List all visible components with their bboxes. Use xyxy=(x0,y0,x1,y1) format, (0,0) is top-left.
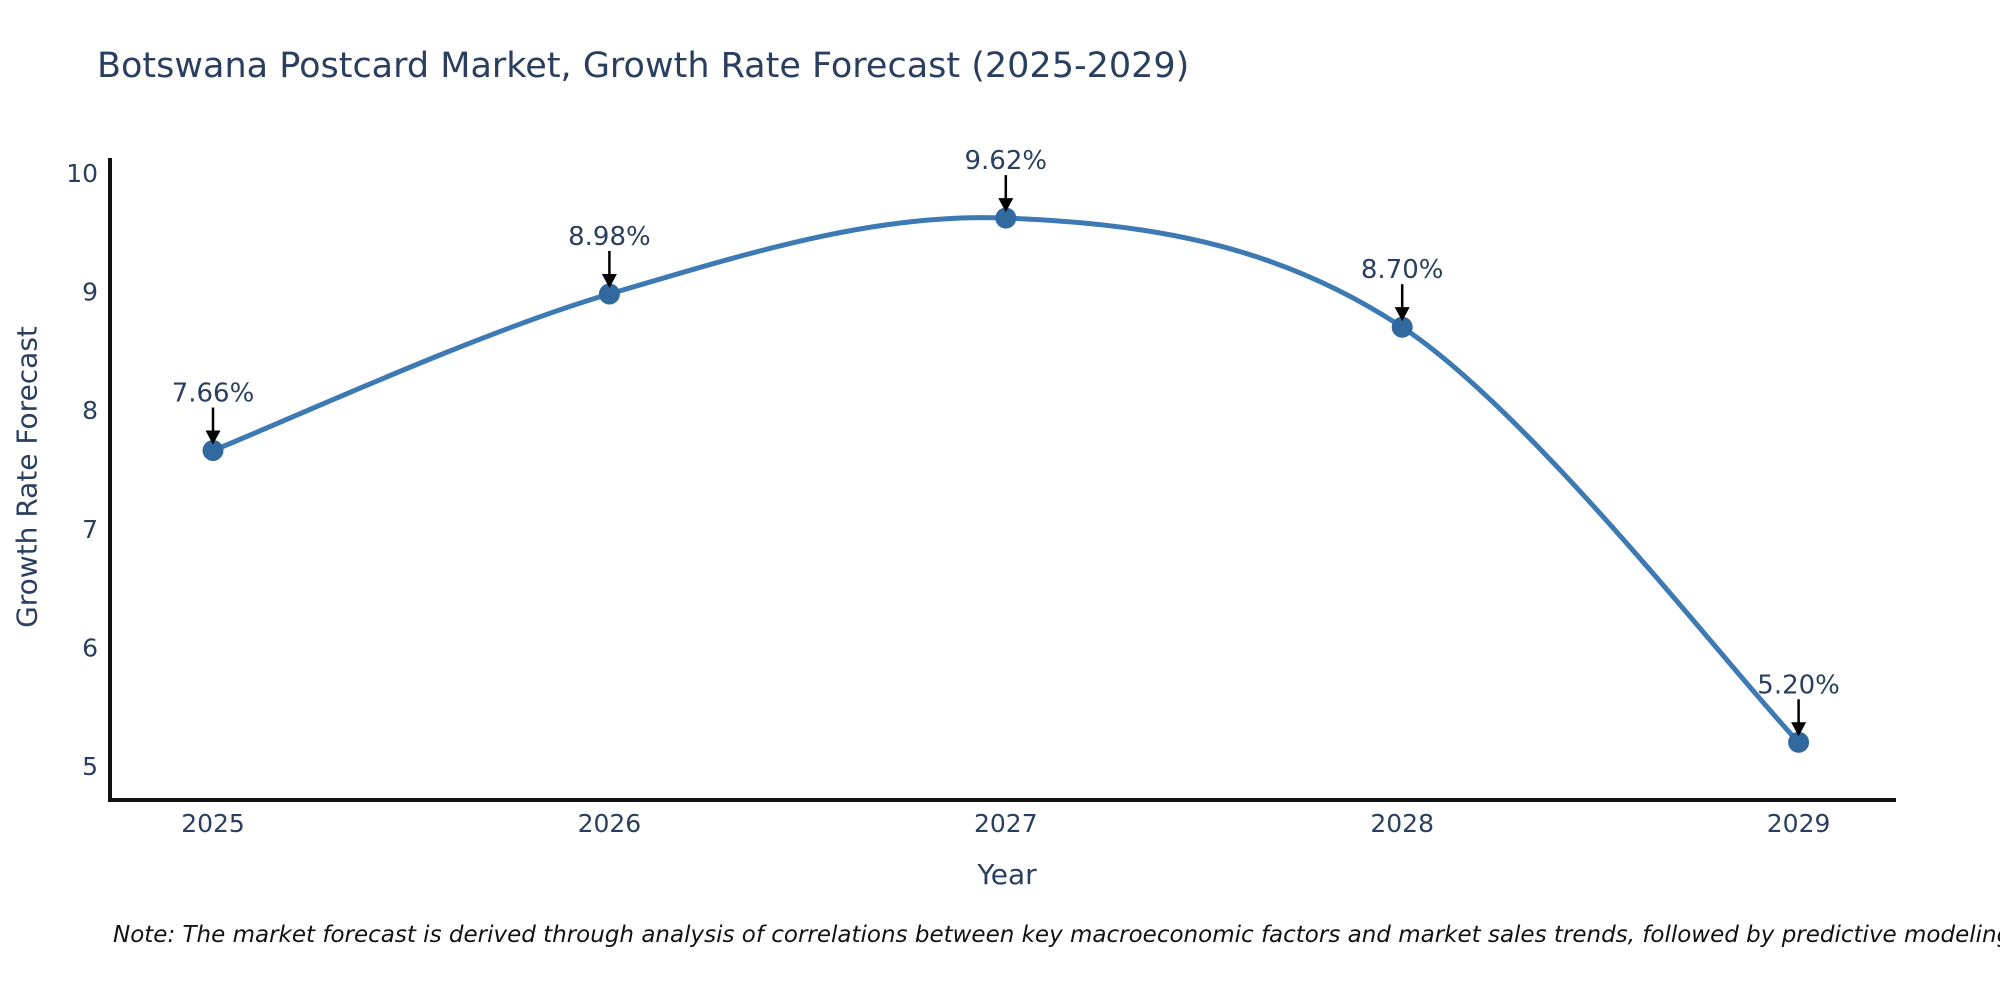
y-tick-label: 8 xyxy=(82,396,98,425)
footnote: Note: The market forecast is derived thr… xyxy=(113,922,2000,948)
x-axis-title: Year xyxy=(977,858,1037,891)
y-tick-label: 10 xyxy=(66,159,98,188)
data-point-label: 8.98% xyxy=(568,222,651,252)
data-point-label: 7.66% xyxy=(172,379,255,409)
annotation-arrowhead xyxy=(1394,307,1410,322)
annotation-arrowhead xyxy=(1791,722,1807,737)
y-tick-label: 6 xyxy=(82,633,98,662)
y-tick-label: 5 xyxy=(82,752,98,781)
forecast-line xyxy=(210,215,1802,745)
data-point-marker xyxy=(598,283,620,305)
x-tick-label: 2025 xyxy=(181,809,245,838)
x-tick-label: 2026 xyxy=(578,809,642,838)
y-tick-label: 7 xyxy=(82,515,98,544)
annotation-arrowhead xyxy=(205,430,221,445)
x-tick-label: 2027 xyxy=(974,809,1038,838)
data-point-marker xyxy=(1788,731,1810,753)
annotation-arrowhead xyxy=(601,273,617,288)
data-point-label: 9.62% xyxy=(964,146,1047,176)
x-tick-label: 2029 xyxy=(1767,809,1831,838)
annotation-arrowhead xyxy=(998,198,1014,213)
data-point-label: 5.20% xyxy=(1757,670,1840,700)
data-point-label: 8.70% xyxy=(1361,255,1444,285)
data-point-marker xyxy=(1391,316,1413,338)
chart-title: Botswana Postcard Market, Growth Rate Fo… xyxy=(97,46,1190,86)
data-point-marker xyxy=(202,440,224,461)
x-tick-label: 2028 xyxy=(1370,809,1434,838)
y-axis-title: Growth Rate Forecast xyxy=(10,326,44,628)
y-tick-label: 9 xyxy=(82,278,98,307)
data-point-marker xyxy=(995,207,1017,229)
